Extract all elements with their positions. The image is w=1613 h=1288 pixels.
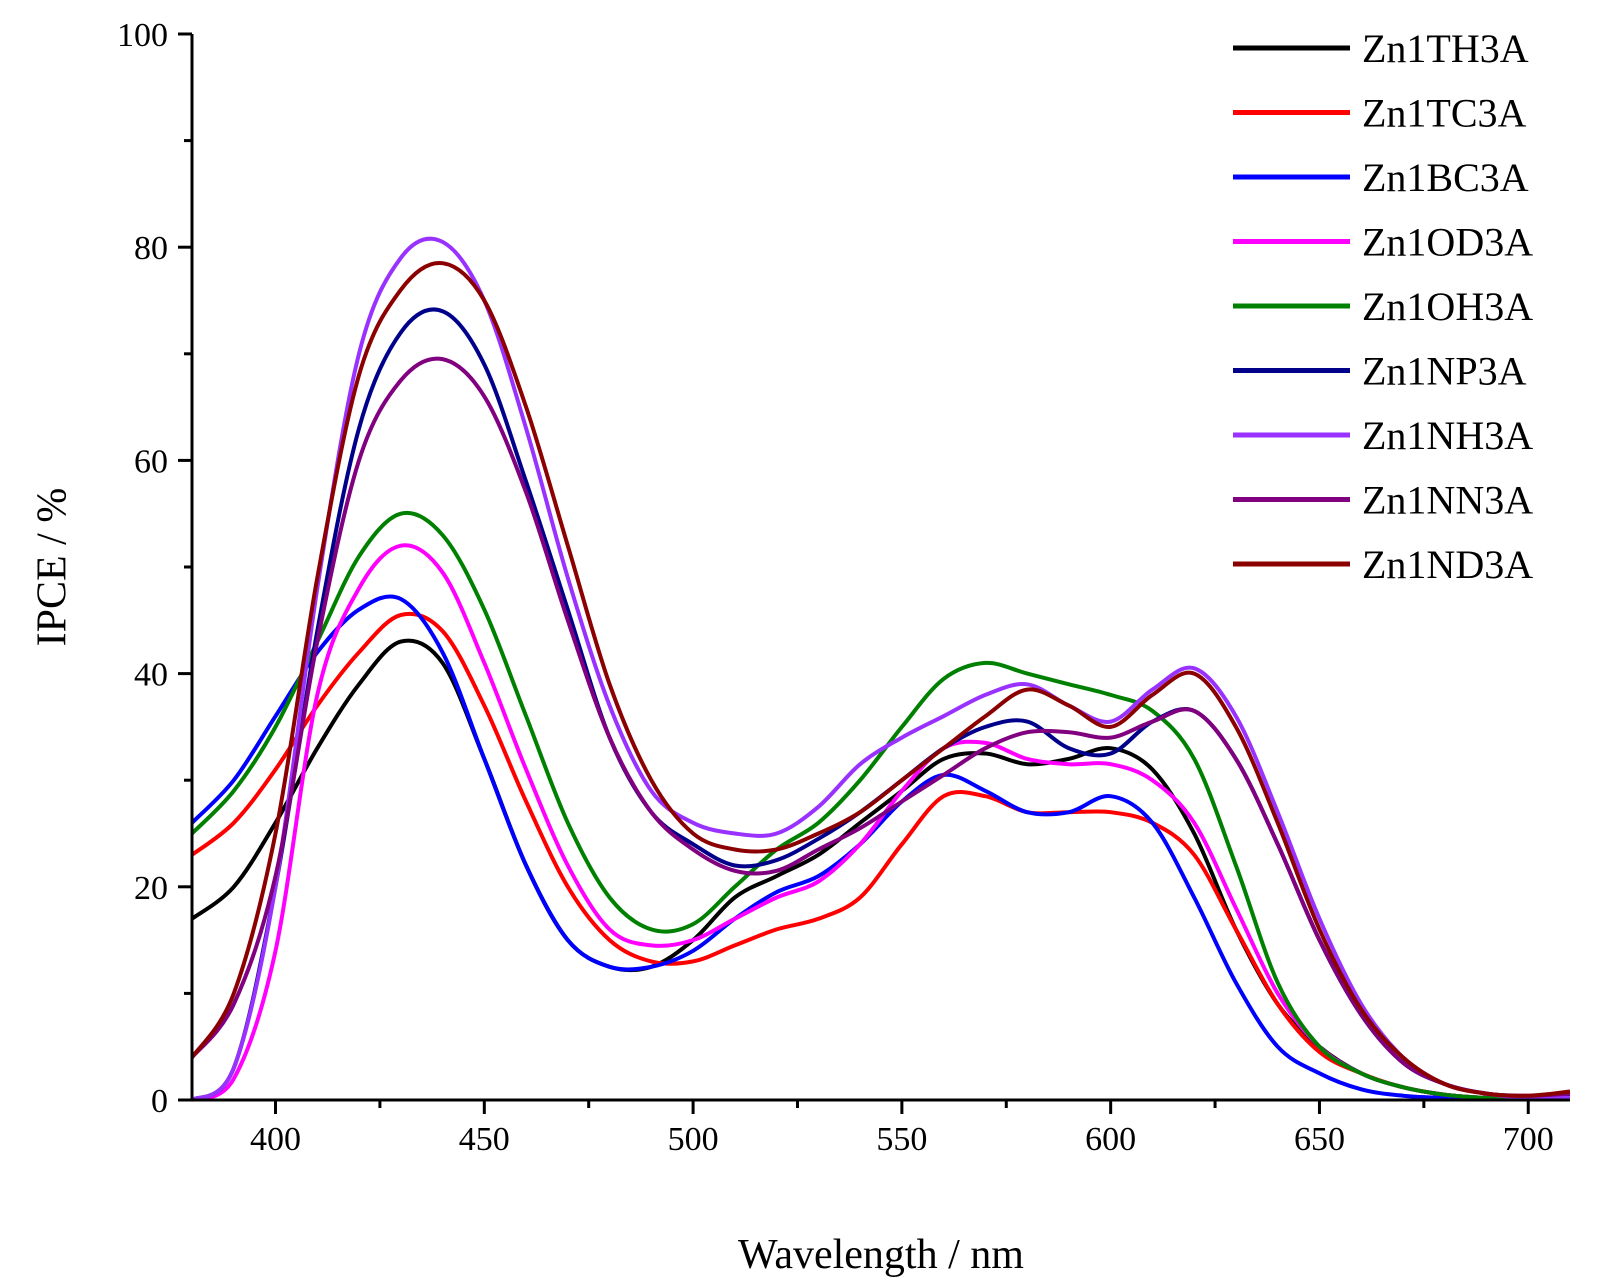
legend-label: Zn1BC3A	[1362, 155, 1529, 200]
x-tick-label: 550	[876, 1121, 927, 1158]
x-tick-label: 650	[1294, 1121, 1345, 1158]
legend-label: Zn1ND3A	[1362, 542, 1533, 587]
x-tick-label: 600	[1085, 1121, 1136, 1158]
legend-label: Zn1OH3A	[1362, 284, 1533, 329]
series-line-zn1oh3a	[190, 510, 1571, 1101]
series-line-zn1nh3a	[190, 236, 1571, 1102]
legend-label: Zn1TC3A	[1362, 91, 1527, 136]
y-tick-label: 80	[134, 230, 168, 267]
legend-label: Zn1NN3A	[1362, 478, 1533, 523]
x-axis-ticks: 400 450 500 550 600 650 700	[250, 1100, 1554, 1158]
y-tick-label: 60	[134, 443, 168, 480]
y-tick-label: 20	[134, 870, 168, 907]
y-axis-ticks: 0 20 40 60 80 100	[117, 17, 192, 1120]
legend-label: Zn1OD3A	[1362, 220, 1533, 265]
series-line-zn1bc3a	[190, 594, 1570, 1101]
x-tick-label: 450	[459, 1121, 510, 1158]
series-line-zn1tc3a	[190, 611, 1571, 1101]
legend-label: Zn1TH3A	[1362, 26, 1529, 71]
y-tick-label: 40	[134, 657, 168, 694]
legend: Zn1TH3A Zn1TC3A Zn1BC3A Zn1OD3A Zn1OH3A Zn1NP…	[1233, 26, 1533, 587]
x-tick-label: 500	[668, 1121, 719, 1158]
y-tick-label: 100	[117, 17, 168, 54]
series-line-zn1nn3a	[190, 356, 1571, 1098]
x-axis-title: Wavelength / nm	[738, 1232, 1024, 1278]
y-axis-title: IPCE / %	[30, 488, 76, 647]
series-line-zn1nd3a	[190, 261, 1571, 1098]
x-tick-label: 400	[250, 1121, 301, 1158]
series-lines	[190, 236, 1571, 1102]
x-tick-label: 700	[1503, 1121, 1554, 1158]
y-tick-label: 0	[151, 1083, 168, 1120]
legend-label: Zn1NH3A	[1362, 413, 1533, 458]
legend-label: Zn1NP3A	[1362, 349, 1527, 394]
